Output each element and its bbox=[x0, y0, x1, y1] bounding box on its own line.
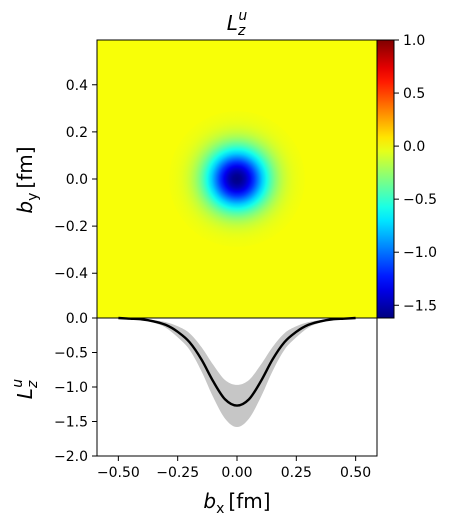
heatmap-peak bbox=[169, 111, 305, 247]
heatmap-title-sup: u bbox=[238, 8, 247, 24]
colorbar-tick-label: −1.5 bbox=[403, 298, 437, 314]
heatmap-y-tick-label: 0.0 bbox=[66, 172, 88, 188]
profile-y-tick-label: −1.5 bbox=[54, 415, 88, 431]
profile-y-tick-label: −2.0 bbox=[54, 449, 88, 465]
profile-x-label: bx [fm] bbox=[203, 489, 270, 517]
profile-y-label-main: L bbox=[13, 388, 37, 399]
heatmap-y-tick-label: 0.2 bbox=[66, 125, 88, 141]
profile-y-label: Lzu bbox=[10, 379, 41, 400]
profile-x-label-unit: [fm] bbox=[228, 489, 270, 513]
profile-y-label-sup: u bbox=[10, 379, 26, 388]
colorbar-tick-label: 0.5 bbox=[403, 86, 425, 102]
heatmap-title-main: L bbox=[227, 11, 238, 35]
heatmap-y-label-main: b bbox=[13, 201, 37, 214]
colorbar-tick-label: 0.0 bbox=[403, 139, 425, 155]
heatmap-title-sub: z bbox=[237, 23, 246, 39]
colorbar bbox=[376, 39, 395, 319]
profile-x-tick-label: 0.50 bbox=[340, 465, 371, 481]
profile-y-tick-label: −0.5 bbox=[54, 346, 88, 362]
heatmap-y-ticks: −0.4 −0.2 0.0 0.2 0.4 bbox=[54, 78, 97, 282]
colorbar-tick-label: −0.5 bbox=[403, 192, 437, 208]
heatmap-y-label: by [fm] bbox=[13, 146, 41, 213]
profile-x-tick-label: 0.25 bbox=[281, 465, 312, 481]
heatmap-y-label-sub: y bbox=[25, 193, 41, 201]
colorbar-tick-label: −1.0 bbox=[403, 245, 437, 261]
heatmap-y-tick-label: −0.2 bbox=[54, 219, 88, 235]
heatmap-plot bbox=[97, 40, 377, 318]
profile-y-tick-label: 0.0 bbox=[66, 311, 88, 327]
profile-y-tick-label: −1.0 bbox=[54, 380, 88, 396]
profile-x-tick-label: −0.50 bbox=[97, 465, 140, 481]
heatmap-y-tick-label: 0.4 bbox=[66, 78, 88, 94]
colorbar-ticks: 1.0 0.5 0.0 −0.5 −1.0 −1.5 bbox=[394, 33, 437, 314]
profile-y-ticks: 0.0 −0.5 −1.0 −1.5 −2.0 bbox=[54, 311, 97, 465]
central-curve bbox=[118, 316, 356, 407]
heatmap-y-tick-label: −0.4 bbox=[54, 266, 88, 282]
profile-x-tick-label: −0.25 bbox=[156, 465, 199, 481]
heatmap-y-label-unit: [fm] bbox=[13, 146, 37, 188]
profile-x-label-sub: x bbox=[216, 501, 224, 517]
colorbar-tick-label: 1.0 bbox=[403, 33, 425, 49]
heatmap-title: Lzu bbox=[227, 8, 248, 39]
profile-y-label-sub: z bbox=[25, 380, 41, 389]
profile-plot bbox=[97, 316, 377, 456]
profile-x-label-main: b bbox=[203, 489, 216, 513]
profile-x-tick-label: 0.00 bbox=[221, 465, 252, 481]
profile-x-ticks: −0.50 −0.25 0.00 0.25 0.50 bbox=[97, 456, 371, 481]
